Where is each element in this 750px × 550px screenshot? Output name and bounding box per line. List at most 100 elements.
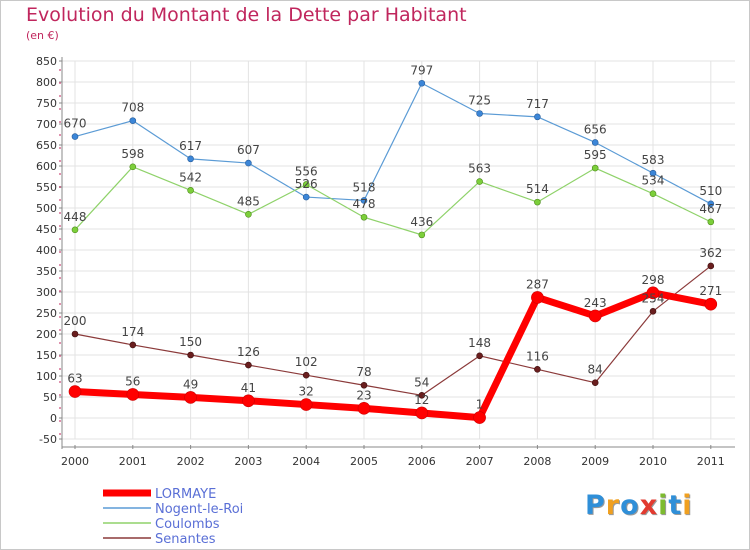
point-lormaye [299, 398, 313, 411]
data-label-nogent-le-roi: 656 [584, 122, 607, 136]
y-tick-label: 300 [36, 286, 57, 299]
y-tick-label: -50 [39, 433, 57, 446]
data-label-lormaye: 41 [241, 381, 256, 395]
x-tick-label: 2001 [119, 455, 147, 468]
data-label-senantes: 174 [121, 325, 144, 339]
x-tick-label: 2010 [639, 455, 667, 468]
point-coulombs [71, 226, 79, 234]
series-line-coulombs [74, 166, 712, 236]
data-label-coulombs: 514 [526, 182, 549, 196]
data-label-lormaye: 298 [642, 273, 665, 287]
point-nogent-le-roi [591, 139, 599, 146]
y-tick-label: 450 [36, 223, 57, 236]
x-tick-label: 2009 [581, 455, 609, 468]
legend-label: Coulombs [155, 517, 220, 532]
data-label-coulombs: 598 [121, 147, 144, 161]
x-tick-label: 2003 [234, 455, 262, 468]
y-tick-label: 550 [36, 181, 57, 194]
y-tick-label: 200 [36, 328, 57, 341]
point-nogent-le-roi [707, 200, 715, 208]
data-label-coulombs: 478 [353, 197, 376, 211]
data-label-coulombs: 467 [699, 202, 722, 216]
data-label-coulombs: 556 [295, 164, 318, 178]
point-nogent-le-roi [71, 133, 79, 140]
series-line-nogent-le-roi [74, 82, 712, 205]
point-nogent-le-roi [187, 155, 194, 163]
point-lormaye [184, 391, 197, 404]
point-senantes [71, 330, 79, 338]
data-label-senantes: 200 [64, 314, 87, 328]
data-label-coulombs: 436 [410, 215, 433, 229]
point-lormaye [531, 291, 544, 304]
legend-label: LORMAYE [155, 487, 216, 502]
y-tick-label: 650 [36, 139, 57, 152]
axes: -50 0 50 100 150 200 250 300 350 400 450 500 550 600 6… [36, 55, 735, 468]
point-senantes [129, 341, 137, 349]
data-label-coulombs: 448 [64, 210, 87, 224]
point-nogent-le-roi [129, 117, 137, 124]
point-coulombs [591, 164, 599, 172]
x-tick-label: 2002 [177, 455, 205, 468]
point-coulombs [707, 218, 715, 226]
data-label-nogent-le-roi: 526 [295, 177, 318, 191]
y-tick-label: 50 [43, 391, 57, 404]
data-label-coulombs: 485 [237, 194, 260, 208]
data-label-senantes: 84 [588, 363, 603, 377]
data-label-senantes: 78 [356, 365, 371, 379]
point-lormaye [357, 402, 371, 415]
data-label-lormaye: 23 [356, 388, 371, 402]
data-label-senantes: 54 [414, 375, 429, 389]
point-nogent-le-roi [360, 197, 368, 204]
y-tick-label: 100 [36, 370, 57, 383]
y-tick-label: 750 [36, 97, 57, 110]
point-coulombs [534, 198, 541, 206]
point-coulombs [245, 211, 252, 218]
data-label-senantes: 150 [179, 335, 202, 349]
series-line-senantes [74, 265, 712, 396]
point-nogent-le-roi [302, 193, 310, 201]
point-nogent-le-roi [245, 159, 252, 167]
point-coulombs [360, 213, 368, 221]
point-coulombs [302, 181, 310, 188]
x-tick-label: 2011 [697, 455, 725, 468]
series-line-lormaye [71, 289, 715, 422]
x-tick-label: 2007 [466, 455, 494, 468]
y-tick-label: 850 [36, 55, 57, 68]
y-tick-label: 600 [36, 160, 57, 173]
data-labels: 63 56 49 41 32 23 12 1 287 243 298 271 670 708 617 607 5… [64, 63, 723, 411]
data-label-lormaye: 56 [125, 374, 140, 388]
point-lormaye [588, 309, 602, 323]
y-tick-label: 500 [36, 202, 57, 215]
x-tick-label: 2006 [408, 455, 436, 468]
data-label-coulombs: 534 [642, 174, 665, 188]
data-label-lormaye: 32 [299, 385, 314, 399]
proxiti-logo: Proxiti [585, 490, 693, 521]
point-nogent-le-roi [418, 79, 426, 87]
data-label-lormaye: 49 [183, 377, 198, 391]
data-label-coulombs: 595 [584, 148, 607, 162]
point-coulombs [187, 187, 194, 194]
point-coulombs [649, 190, 657, 198]
point-nogent-le-roi [534, 113, 541, 121]
data-label-lormaye: 63 [67, 372, 82, 386]
y-tick-label: 350 [36, 265, 57, 278]
y-tick-label: 0 [50, 412, 57, 425]
y-tick-label: 250 [36, 307, 57, 320]
point-senantes [187, 351, 194, 359]
data-label-senantes: 116 [526, 349, 549, 363]
point-senantes [476, 352, 483, 360]
y-tick-label: 150 [36, 349, 57, 362]
legend-label: Nogent-le-Roi [155, 502, 243, 517]
data-label-nogent-le-roi: 583 [642, 153, 665, 167]
grid-lines [62, 60, 735, 440]
point-coulombs [129, 163, 137, 171]
point-lormaye [646, 286, 660, 300]
point-nogent-le-roi [476, 110, 483, 117]
point-coulombs [476, 178, 483, 185]
data-label-nogent-le-roi: 510 [699, 184, 722, 198]
x-tick-label: 2008 [523, 455, 551, 468]
data-label-nogent-le-roi: 617 [179, 139, 202, 153]
series-lines [68, 79, 718, 424]
data-label-coulombs: 542 [179, 170, 202, 184]
